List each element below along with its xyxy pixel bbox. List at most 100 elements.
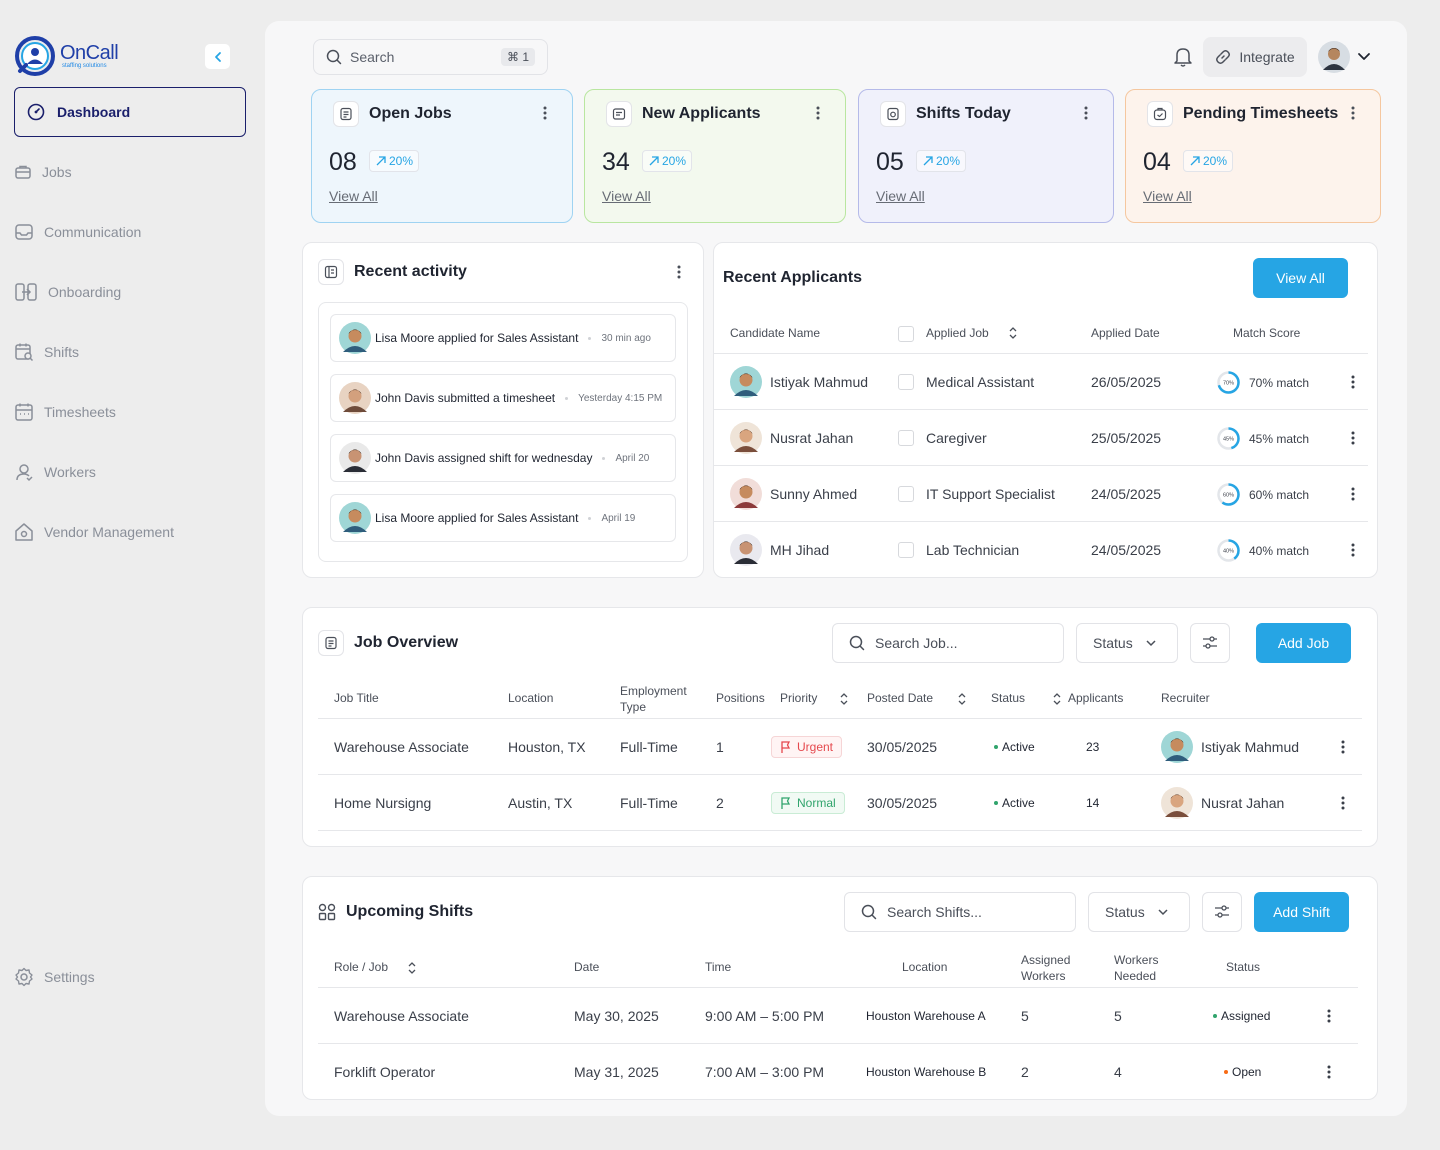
row-checkbox[interactable] <box>898 374 914 390</box>
integrate-label: Integrate <box>1239 49 1295 65</box>
activity-time: Yesterday 4:15 PM <box>578 392 663 404</box>
shift-status-dropdown[interactable]: Status <box>1088 892 1190 932</box>
shift-time: 9:00 AM – 5:00 PM <box>705 1008 825 1024</box>
applicant-name[interactable]: Nusrat Jahan <box>770 430 854 446</box>
shift-filter-button[interactable] <box>1202 892 1242 932</box>
col-role-job[interactable]: Role / Job <box>334 960 389 974</box>
applied-date: 25/05/2025 <box>1091 430 1162 446</box>
sidebar-item-label: Timesheets <box>44 404 116 420</box>
col-posted-date[interactable]: Posted Date <box>867 691 934 705</box>
sort-icon[interactable] <box>1052 692 1062 706</box>
activity-item[interactable]: Lisa Moore applied for Sales Assistant 3… <box>330 314 676 362</box>
header-divider <box>318 987 1358 988</box>
applied-job: Caregiver <box>926 430 987 446</box>
view-all-applicants-button[interactable]: View All <box>1253 258 1348 298</box>
shift-role[interactable]: Forklift Operator <box>334 1064 436 1080</box>
col-job-title: Job Title <box>334 691 379 705</box>
sidebar-item-onboarding[interactable]: Onboarding <box>14 277 246 307</box>
sidebar-item-settings[interactable]: Settings <box>14 962 246 992</box>
row-divider <box>318 774 1362 775</box>
sidebar-item-communication[interactable]: Communication <box>14 217 246 247</box>
match-label: 40% match <box>1249 543 1310 558</box>
add-shift-button[interactable]: Add Shift <box>1254 892 1349 932</box>
sidebar-item-workers[interactable]: Workers <box>14 457 246 487</box>
trend-up-icon <box>1190 156 1200 166</box>
match-score: 45% 45% match <box>1216 426 1309 451</box>
job-title[interactable]: Home Nursigng <box>334 795 432 811</box>
col-priority[interactable]: Priority <box>780 691 818 705</box>
sort-icon[interactable] <box>957 692 967 706</box>
status-dropdown-label: Status <box>1093 635 1133 651</box>
more-vertical-icon[interactable] <box>1350 374 1356 390</box>
more-vertical-icon[interactable] <box>1083 105 1089 121</box>
stat-change: 20% <box>662 154 687 168</box>
col-applied-job[interactable]: Applied Job <box>926 326 989 340</box>
row-checkbox[interactable] <box>898 486 914 502</box>
global-search[interactable]: Search ⌘ 1 <box>313 39 548 75</box>
more-vertical-icon[interactable] <box>1350 430 1356 446</box>
applicant-name[interactable]: Istiyak Mahmud <box>770 374 869 390</box>
more-vertical-icon[interactable] <box>1340 739 1346 755</box>
applicant-name[interactable]: MH Jihad <box>770 542 830 558</box>
more-vertical-icon[interactable] <box>1350 542 1356 558</box>
sort-icon[interactable] <box>839 692 849 706</box>
priority-badge: Urgent <box>771 736 843 758</box>
view-all-link[interactable]: View All <box>876 188 925 204</box>
more-vertical-icon[interactable] <box>1350 105 1356 121</box>
job-title[interactable]: Warehouse Associate <box>334 739 469 755</box>
more-vertical-icon[interactable] <box>542 105 548 121</box>
more-vertical-icon[interactable] <box>1326 1064 1332 1080</box>
brand-name: OnCall <box>60 42 119 64</box>
job-filter-button[interactable] <box>1190 623 1230 663</box>
sidebar-item-jobs[interactable]: Jobs <box>14 157 246 187</box>
stat-card-pending-timesheets: Pending Timesheets 04 20% View All <box>1125 89 1381 223</box>
view-all-link[interactable]: View All <box>602 188 651 204</box>
sort-icon[interactable] <box>1008 326 1018 340</box>
activity-text: John Davis assigned shift for wednesday <box>375 451 593 465</box>
more-vertical-icon[interactable] <box>815 105 821 121</box>
sidebar-item-timesheets[interactable]: Timesheets <box>14 397 246 427</box>
add-job-button[interactable]: Add Job <box>1256 623 1351 663</box>
collapse-sidebar-button[interactable] <box>205 44 230 69</box>
view-all-link[interactable]: View All <box>1143 188 1192 204</box>
job-status: Active <box>994 740 1035 754</box>
more-vertical-icon[interactable] <box>1340 795 1346 811</box>
row-divider <box>318 1043 1358 1044</box>
row-checkbox[interactable] <box>898 430 914 446</box>
view-all-link[interactable]: View All <box>329 188 378 204</box>
row-checkbox[interactable] <box>898 542 914 558</box>
more-vertical-icon[interactable] <box>676 264 682 280</box>
integrate-button[interactable]: Integrate <box>1203 37 1307 77</box>
job-status-dropdown[interactable]: Status <box>1076 623 1178 663</box>
search-shifts-input[interactable]: Search Shifts... <box>844 892 1076 932</box>
search-job-input[interactable]: Search Job... <box>832 623 1064 663</box>
col-recruiter: Recruiter <box>1161 691 1210 705</box>
activity-item[interactable]: John Davis assigned shift for wednesday … <box>330 434 676 482</box>
recent-applicants-title: Recent Applicants <box>723 269 862 286</box>
positions: 2 <box>716 795 724 811</box>
brand-logo: OnCall staffing solutions <box>14 35 119 77</box>
chevron-down-icon[interactable] <box>1357 50 1371 64</box>
sidebar-item-dashboard[interactable]: Dashboard <box>14 87 246 137</box>
stat-change: 20% <box>1203 154 1228 168</box>
more-vertical-icon[interactable] <box>1326 1008 1332 1024</box>
trend-up-icon <box>376 156 386 166</box>
sidebar-item-label: Vendor Management <box>44 524 174 540</box>
more-vertical-icon[interactable] <box>1350 486 1356 502</box>
shift-role[interactable]: Warehouse Associate <box>334 1008 469 1024</box>
avatar <box>730 366 762 398</box>
bell-icon[interactable] <box>1173 46 1193 68</box>
select-all-checkbox[interactable] <box>898 326 914 342</box>
sort-icon[interactable] <box>407 961 417 975</box>
applicant-name[interactable]: Sunny Ahmed <box>770 486 858 502</box>
sidebar-item-vendor-management[interactable]: Vendor Management <box>14 517 246 547</box>
search-job-placeholder: Search Job... <box>875 635 958 651</box>
sidebar-item-shifts[interactable]: Shifts <box>14 337 246 367</box>
stat-value: 34 <box>602 148 630 176</box>
trend-up-icon <box>649 156 659 166</box>
briefcase-icon <box>15 165 31 179</box>
user-avatar[interactable] <box>1318 41 1350 73</box>
activity-item[interactable]: Lisa Moore applied for Sales Assistant A… <box>330 494 676 542</box>
activity-item[interactable]: John Davis submitted a timesheet Yesterd… <box>330 374 676 422</box>
stat-change: 20% <box>936 154 961 168</box>
